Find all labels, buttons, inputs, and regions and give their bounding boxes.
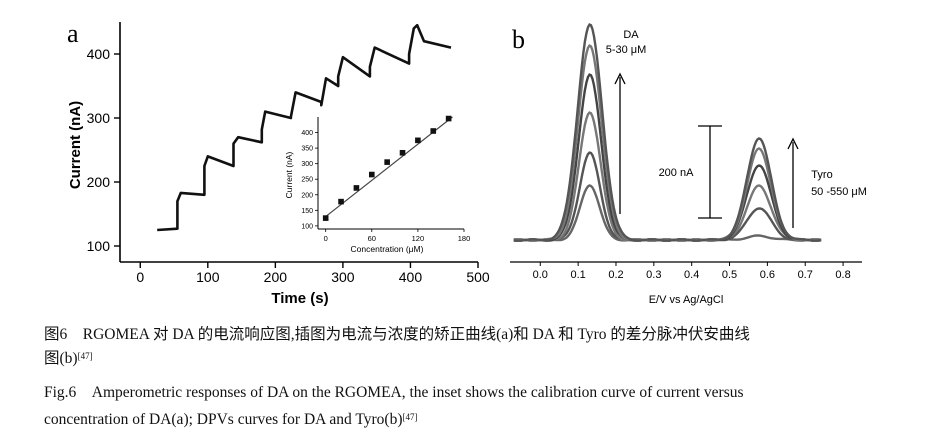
panel-b-x-tick-label: 0.1 xyxy=(570,269,585,281)
da-label: DA xyxy=(623,29,639,41)
inset-x-tick-label: 0 xyxy=(324,234,328,243)
panel-b-x-tick-label: 0.5 xyxy=(722,269,737,281)
inset-y-tick-label: 350 xyxy=(301,146,313,153)
inset-y-tick-label: 300 xyxy=(301,161,313,168)
caption-en-line2: concentration of DA(a); DPVs curves for … xyxy=(44,411,418,428)
inset-y-tick-label: 100 xyxy=(301,223,313,230)
inset-y-tick-label: 200 xyxy=(301,192,313,199)
inset-y-tick-label: 150 xyxy=(301,208,313,215)
tyro-range: 50 -550 μM xyxy=(811,186,867,198)
panel-b-x-tick-label: 0.2 xyxy=(608,269,623,281)
panel-b-x-tick-label: 0.3 xyxy=(646,269,661,281)
figure: a 0 100 200 300 400 500 100 200 300 400 Time (s)… xyxy=(67,19,867,307)
inset-y-label: Current (nA) xyxy=(284,151,294,198)
panel-b-x-ticks: 0.0 0.1 0.2 0.3 0.4 0.5 0.6 0.7 0.8 xyxy=(533,262,851,281)
panel-a: a 0 100 200 300 400 500 100 200 300 400 Time (s)… xyxy=(67,19,490,307)
panel-a-x-tick-label: 300 xyxy=(331,269,355,285)
panel-b-x-label: E/V vs Ag/AgCl xyxy=(649,294,724,306)
inset-x-tick-label: 60 xyxy=(368,234,376,243)
tyro-arrowhead-icon xyxy=(787,137,799,150)
inset-x-label: Concentration (μM) xyxy=(351,244,424,254)
inset-x-tick-label: 180 xyxy=(458,234,471,243)
panel-b-label: b xyxy=(512,25,525,54)
inset-y-ticks: 100 150 200 250 300 350 400 xyxy=(301,130,318,230)
panel-a-y-tick-label: 300 xyxy=(87,110,111,126)
da-arrowhead-icon xyxy=(614,72,626,85)
caption-en-line1: Fig.6 Amperometric responses of DA on th… xyxy=(44,384,744,401)
panel-b-x-tick-label: 0.6 xyxy=(760,269,775,281)
inset-point xyxy=(445,115,452,122)
dpv-curve xyxy=(513,43,822,242)
inset-point xyxy=(322,215,329,221)
inset-point xyxy=(353,185,360,191)
inset-point xyxy=(368,171,375,178)
panel-a-y-ticks: 100 200 300 400 xyxy=(87,46,120,254)
dpv-curve xyxy=(513,23,822,242)
panel-a-y-tick-label: 100 xyxy=(87,238,111,254)
inset-point xyxy=(384,159,390,165)
inset-x-tick-label: 120 xyxy=(412,234,425,243)
panel-b-x-tick-label: 0.4 xyxy=(684,269,699,281)
caption-cn-line2: 图(b)[47] xyxy=(44,350,93,367)
panel-a-label: a xyxy=(67,19,79,48)
panel-a-x-tick-label: 200 xyxy=(264,269,288,285)
inset-y-tick-label: 250 xyxy=(301,177,313,184)
inset-y-tick-label: 400 xyxy=(301,130,313,137)
inset-x-ticks: 0 60 120 180 xyxy=(324,229,471,243)
inset-points xyxy=(322,115,452,221)
panel-b-x-tick-label: 0.0 xyxy=(533,269,548,281)
inset-point xyxy=(399,149,406,156)
caption-cn-line1: 图6 RGOMEA 对 DA 的电流响应图,插图为电流与浓度的矫正曲线(a)和 … xyxy=(44,326,750,343)
dpv-curves xyxy=(513,23,822,242)
scale-label: 200 nA xyxy=(659,167,695,179)
panel-a-x-ticks: 0 100 200 300 400 500 xyxy=(136,262,490,285)
panel-a-y-tick-label: 400 xyxy=(87,46,111,62)
panel-a-x-tick-label: 500 xyxy=(466,269,490,285)
amperometric-trace xyxy=(157,23,452,232)
panel-a-x-tick-label: 0 xyxy=(136,269,144,285)
panel-b: b 0.0 0.1 0.2 0.3 0.4 0.5 0.6 0.7 0.8 E/V vs Ag/… xyxy=(510,23,867,306)
inset-point xyxy=(338,198,344,205)
calibration-inset: 0 60 120 180 100 150 200 250 300 350 400 Concentr… xyxy=(284,115,471,254)
panel-a-y-tick-label: 200 xyxy=(87,174,111,190)
panel-b-x-tick-label: 0.8 xyxy=(835,269,850,281)
panel-a-x-tick-label: 400 xyxy=(399,269,423,285)
panel-a-y-label: Current (nA) xyxy=(67,101,84,189)
inset-point xyxy=(430,128,437,134)
da-range: 5-30 μM xyxy=(606,44,647,56)
tyro-label: Tyro xyxy=(811,169,832,181)
panel-a-x-label: Time (s) xyxy=(271,290,328,307)
inset-point xyxy=(415,137,421,144)
panel-b-x-tick-label: 0.7 xyxy=(798,269,813,281)
panel-a-x-tick-label: 100 xyxy=(196,269,220,285)
